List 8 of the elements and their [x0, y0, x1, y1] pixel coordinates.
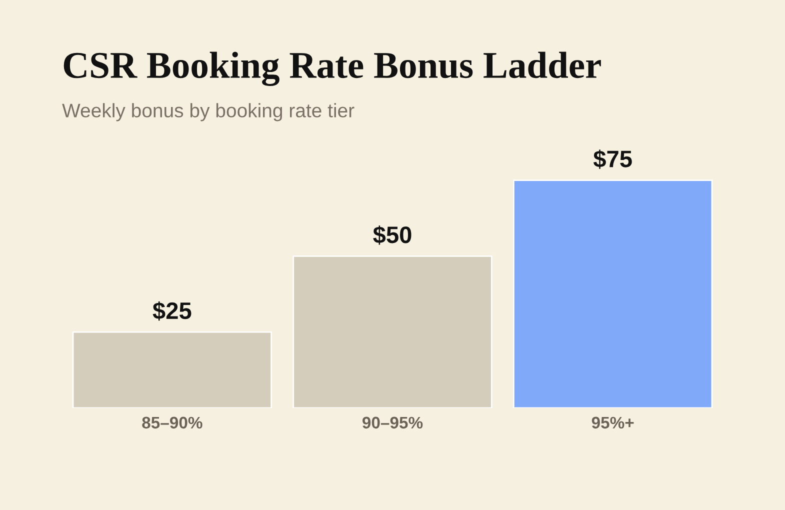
x-tick-label: 95%+	[592, 416, 634, 429]
x-tick-label: 85–90%	[142, 416, 202, 429]
chart-subtitle: Weekly bonus by booking rate tier	[62, 103, 354, 122]
data-label: $50	[373, 225, 412, 245]
data-label: $25	[152, 301, 192, 321]
chart-title: CSR Booking Rate Bonus Ladder	[64, 52, 601, 86]
x-tick-label: 90–95%	[362, 416, 423, 429]
data-label: $75	[593, 150, 632, 169]
